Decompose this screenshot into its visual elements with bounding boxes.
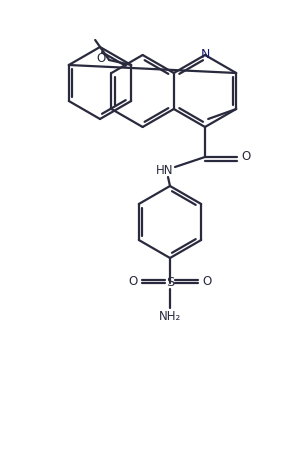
Text: N: N xyxy=(200,48,210,62)
Text: O: O xyxy=(202,275,212,288)
Text: NH₂: NH₂ xyxy=(159,310,181,323)
Text: O: O xyxy=(128,275,138,288)
Text: O: O xyxy=(96,53,106,66)
Text: HN: HN xyxy=(156,164,174,178)
Text: S: S xyxy=(166,276,174,289)
Text: O: O xyxy=(241,150,251,164)
